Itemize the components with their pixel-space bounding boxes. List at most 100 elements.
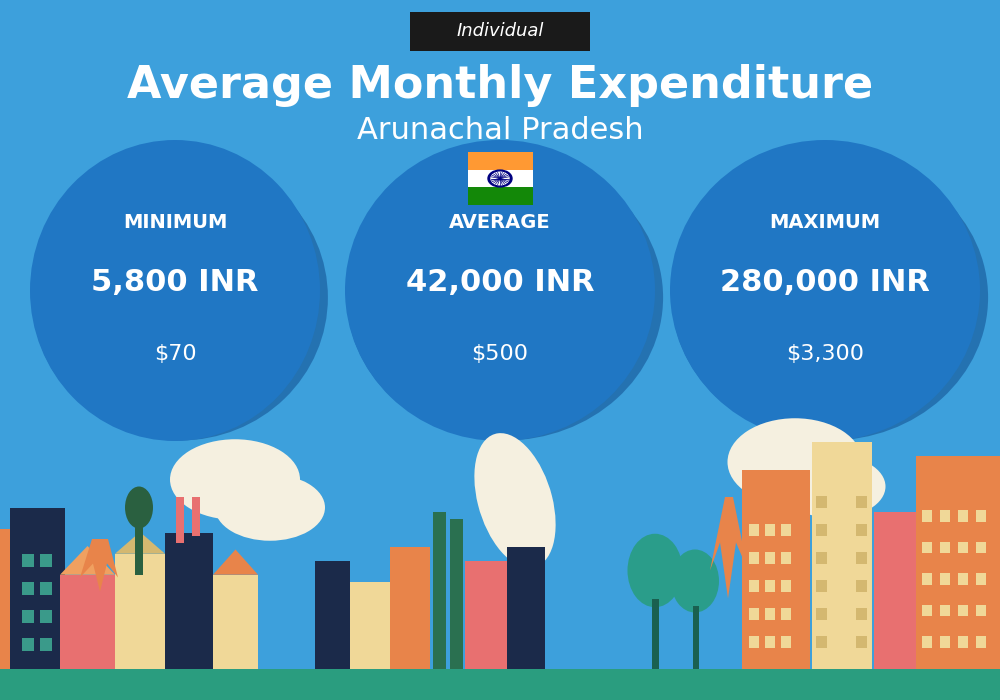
Ellipse shape <box>30 140 320 441</box>
Circle shape <box>488 170 512 187</box>
Bar <box>765 608 775 620</box>
Text: $500: $500 <box>472 344 528 364</box>
Bar <box>0 529 40 669</box>
Bar <box>816 524 827 536</box>
Bar <box>976 510 986 522</box>
Bar <box>765 580 775 592</box>
Bar <box>22 554 34 567</box>
Bar <box>940 605 950 616</box>
Bar <box>856 608 867 620</box>
Bar <box>922 542 932 553</box>
Polygon shape <box>710 497 748 598</box>
Polygon shape <box>80 539 118 592</box>
Bar <box>749 580 759 592</box>
Bar <box>940 542 950 553</box>
Bar <box>856 524 867 536</box>
Bar <box>135 519 143 575</box>
Bar <box>465 561 507 669</box>
Bar <box>916 456 1000 669</box>
Bar <box>60 575 115 669</box>
Bar <box>507 547 545 669</box>
Bar <box>40 582 52 595</box>
Bar <box>874 512 916 669</box>
Text: $70: $70 <box>154 344 196 364</box>
Text: 42,000 INR: 42,000 INR <box>406 269 594 298</box>
Bar <box>958 636 968 648</box>
Ellipse shape <box>32 155 328 440</box>
Ellipse shape <box>728 418 862 505</box>
Bar <box>958 573 968 584</box>
Ellipse shape <box>670 140 980 441</box>
Ellipse shape <box>628 533 682 607</box>
Bar <box>781 636 791 648</box>
Bar <box>165 533 213 669</box>
Bar <box>40 554 52 567</box>
Text: 280,000 INR: 280,000 INR <box>720 269 930 298</box>
Ellipse shape <box>347 155 663 440</box>
Polygon shape <box>60 546 115 575</box>
Bar <box>856 496 867 507</box>
Bar <box>22 638 34 651</box>
Bar <box>812 442 872 669</box>
Bar <box>816 608 827 620</box>
Bar <box>922 605 932 616</box>
Bar <box>22 610 34 623</box>
Ellipse shape <box>780 455 886 518</box>
FancyBboxPatch shape <box>410 12 590 51</box>
Bar <box>450 519 463 669</box>
Bar <box>749 552 759 564</box>
Bar <box>468 187 532 204</box>
Bar <box>781 524 791 536</box>
Bar <box>742 470 810 669</box>
Bar <box>976 542 986 553</box>
Ellipse shape <box>215 475 325 540</box>
Bar <box>922 510 932 522</box>
Bar <box>213 575 258 669</box>
Bar <box>976 605 986 616</box>
Bar <box>816 552 827 564</box>
Bar <box>940 573 950 584</box>
Text: AVERAGE: AVERAGE <box>449 214 551 232</box>
Bar <box>856 552 867 564</box>
Bar <box>816 496 827 507</box>
Bar <box>976 573 986 584</box>
Bar <box>781 608 791 620</box>
Bar <box>781 552 791 564</box>
Bar <box>976 636 986 648</box>
Bar <box>115 554 165 669</box>
Polygon shape <box>213 550 258 575</box>
Text: MAXIMUM: MAXIMUM <box>769 214 881 232</box>
Circle shape <box>491 172 509 185</box>
Bar <box>940 510 950 522</box>
Bar <box>10 508 65 669</box>
Text: 5,800 INR: 5,800 INR <box>91 269 259 298</box>
Ellipse shape <box>671 550 719 612</box>
Bar <box>749 608 759 620</box>
Bar <box>468 170 532 187</box>
Bar <box>315 561 350 669</box>
Text: MINIMUM: MINIMUM <box>123 214 227 232</box>
Ellipse shape <box>170 440 300 519</box>
Bar <box>0 668 1000 700</box>
Bar <box>958 510 968 522</box>
Bar <box>922 573 932 584</box>
Bar <box>433 512 446 669</box>
Text: $3,300: $3,300 <box>786 344 864 364</box>
Bar <box>40 638 52 651</box>
Bar <box>192 497 200 536</box>
Bar <box>856 580 867 592</box>
Bar <box>765 552 775 564</box>
Ellipse shape <box>474 433 556 568</box>
Bar <box>958 605 968 616</box>
Bar <box>390 547 430 669</box>
Bar <box>350 582 390 669</box>
Ellipse shape <box>125 486 153 528</box>
Bar <box>749 524 759 536</box>
Ellipse shape <box>345 140 655 441</box>
Bar <box>922 636 932 648</box>
Ellipse shape <box>672 155 988 440</box>
Bar <box>40 610 52 623</box>
Bar <box>652 599 659 669</box>
Bar <box>176 497 184 542</box>
Bar <box>765 524 775 536</box>
